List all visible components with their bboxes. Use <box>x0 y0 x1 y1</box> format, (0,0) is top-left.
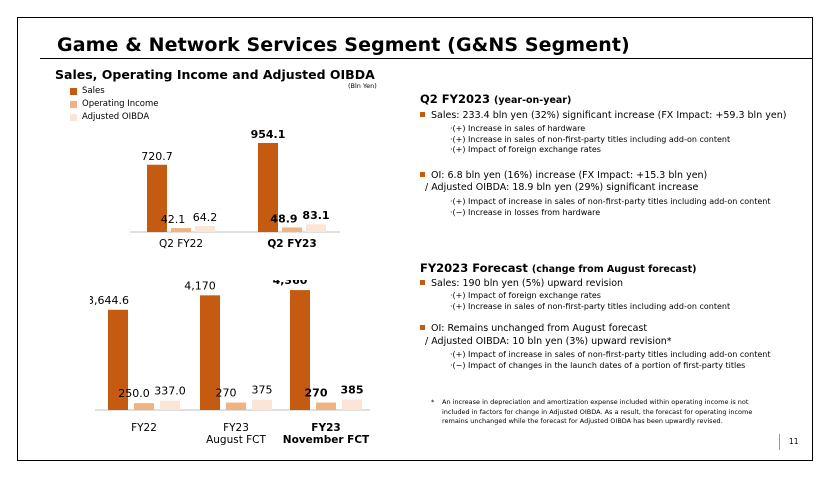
factor-item: ·(−) Increase in losses from hardware <box>450 207 601 217</box>
forecast-heading-note: (change from August forecast) <box>531 264 697 275</box>
data-label-operating-income-fy23-november-fct: 270 <box>305 387 328 400</box>
q2-oi-bullet: OI: 6.8 bln yen (16%) increase (FX Impac… <box>420 170 707 181</box>
factor-item: ·(−) Impact of changes in the launch dat… <box>450 360 746 370</box>
bar-sales-fy23-november-fct <box>290 290 310 410</box>
footnote-line: An increase in depreciation and amortiza… <box>442 398 749 406</box>
factor-item: ·(+) Increase in sales of non-first-part… <box>450 134 731 144</box>
page-title: Game & Network Services Segment (G&NS Se… <box>57 34 630 56</box>
bar-adjusted-oibda-q2-fy23 <box>306 224 326 232</box>
q2-heading: Q2 FY2023 (year-on-year) <box>420 92 571 106</box>
q2-oi-text: OI: 6.8 bln yen (16%) increase (FX Impac… <box>431 170 708 181</box>
forecast-oi-bullet: OI: Remains unchanged from August foreca… <box>420 323 647 334</box>
category-label-q2-fy22: Q2 FY22 <box>159 238 203 250</box>
category-label-fy22: FY22 <box>131 422 157 434</box>
footnote-line: remains unchanged while the forecast for… <box>442 417 723 425</box>
category-label-fy23-august-fct: FY23 <box>223 422 249 434</box>
chart-section-title: Sales, Operating Income and Adjusted OIB… <box>55 67 375 82</box>
page-number-divider <box>779 434 780 450</box>
chart-legend: Sales Operating Income Adjusted OIBDA <box>70 85 158 124</box>
legend-item-sales: Sales <box>70 85 158 98</box>
data-label-operating-income-q2-fy22: 42.1 <box>161 213 186 226</box>
forecast-heading: FY2023 Forecast (change from August fore… <box>420 261 696 275</box>
data-label-sales-q2-fy22: 720.7 <box>141 150 173 163</box>
bar-adjusted-oibda-q2-fy22 <box>195 226 215 232</box>
bar-sales-q2-fy22 <box>147 164 167 232</box>
bullet-square <box>420 280 425 285</box>
data-label-sales-fy22: 3,644.6 <box>90 294 129 307</box>
data-label-adjusted-oibda-fy23-august-fct: 375 <box>252 384 273 397</box>
factor-item: ·(+) Impact of increase in sales of non-… <box>450 197 771 206</box>
bar-operating-income-fy22 <box>134 403 154 410</box>
footnote-mark: * <box>431 398 435 406</box>
data-label-operating-income-fy22: 250.0 <box>118 387 150 400</box>
legend-swatch-oi <box>70 101 77 108</box>
bar-sales-fy23-august-fct <box>200 295 220 410</box>
factor-item: ·(+) Impact of increase in sales of non-… <box>450 350 771 359</box>
quarterly-bar-chart: 720.7 42.1 64.2 Q2 FY22 954.1 48.9 83.1 Q2 FY23 <box>130 128 340 250</box>
data-label-operating-income-q2-fy23: 48.9 <box>270 212 297 225</box>
forecast-heading-title: FY2023 Forecast <box>420 261 528 275</box>
q2-oi-factors: ·(+) Impact of increase in sales of non-… <box>450 197 770 218</box>
slide-frame <box>17 17 813 461</box>
q2-heading-title: Q2 FY2023 <box>420 92 490 106</box>
factor-item: ·(+) Impact of foreign exchange rates <box>450 291 601 300</box>
forecast-oi-factors: ·(+) Impact of increase in sales of non-… <box>450 350 770 371</box>
bar-operating-income-fy23-november-fct <box>316 402 336 410</box>
category-label-fy23-november-fct: FY23 <box>311 422 340 434</box>
category-label-fy23-november-fct: November FCT <box>283 434 370 445</box>
data-label-operating-income-fy23-august-fct: 270 <box>216 387 237 400</box>
factor-item: ·(+) Impact of foreign exchange rates <box>450 145 601 154</box>
footnote-text: An increase in depreciation and amortiza… <box>442 398 752 427</box>
bar-sales-q2-fy23 <box>258 142 278 232</box>
q2-heading-note: (year-on-year) <box>494 95 572 106</box>
bullet-square <box>420 325 425 330</box>
page-number: 11 <box>789 437 799 446</box>
factor-item: ·(+) Increase in sales of non-first-part… <box>450 301 731 311</box>
bullet-square <box>420 172 425 177</box>
forecast-oi-text: OI: Remains unchanged from August foreca… <box>431 323 648 334</box>
bar-adjusted-oibda-fy23-august-fct <box>252 399 272 410</box>
legend-swatch-oibda <box>70 114 77 121</box>
legend-label-oi: Operating Income <box>82 99 159 109</box>
unit-label: (Bln Yen) <box>348 82 377 90</box>
data-label-sales-q2-fy23: 954.1 <box>251 128 286 141</box>
title-rule <box>40 58 813 59</box>
data-label-adjusted-oibda-fy23-november-fct: 385 <box>341 383 364 396</box>
footnote-line: included in factors for change in Adjust… <box>442 407 753 416</box>
data-label-adjusted-oibda-fy22: 337.0 <box>154 385 186 398</box>
data-label-sales-fy23-november-fct: 4,360 <box>273 280 308 287</box>
bar-adjusted-oibda-fy22 <box>160 400 180 410</box>
bullet-square <box>420 112 425 117</box>
category-label-q2-fy23: Q2 FY23 <box>267 238 316 250</box>
q2-sales-bullet: Sales: 233.4 bln yen (32%) significant i… <box>420 110 786 121</box>
q2-oibda-line: / Adjusted OIBDA: 18.9 bln yen (29%) sig… <box>425 182 699 193</box>
bar-adjusted-oibda-fy23-november-fct <box>342 399 362 410</box>
factor-item: ·(+) Increase in sales of hardware <box>450 124 586 133</box>
forecast-sales-factors: ·(+) Impact of foreign exchange rates ·(… <box>450 291 730 312</box>
bar-operating-income-q2-fy23 <box>282 227 302 232</box>
legend-item-oi: Operating Income <box>70 98 158 111</box>
forecast-oibda-line: / Adjusted OIBDA: 10 bln yen (3%) upward… <box>425 336 672 347</box>
data-label-adjusted-oibda-q2-fy22: 64.2 <box>193 211 218 224</box>
bar-sales-fy22 <box>108 309 128 410</box>
legend-swatch-sales <box>70 88 77 95</box>
bar-operating-income-fy23-august-fct <box>226 402 246 410</box>
data-label-adjusted-oibda-q2-fy23: 83.1 <box>302 209 329 222</box>
legend-item-oibda: Adjusted OIBDA <box>70 111 158 124</box>
bar-operating-income-q2-fy22 <box>171 228 191 232</box>
legend-label-oibda: Adjusted OIBDA <box>82 112 150 122</box>
data-label-sales-fy23-august-fct: 4,170 <box>184 280 216 292</box>
category-label-fy23-august-fct: August FCT <box>206 434 266 445</box>
q2-sales-factors: ·(+) Increase in sales of hardware ·(+) … <box>450 124 730 156</box>
forecast-sales-text: Sales: 190 bln yen (5%) upward revision <box>431 278 624 289</box>
legend-label-sales: Sales <box>82 86 105 96</box>
forecast-sales-bullet: Sales: 190 bln yen (5%) upward revision <box>420 278 623 289</box>
q2-sales-text: Sales: 233.4 bln yen (32%) significant i… <box>431 110 787 121</box>
